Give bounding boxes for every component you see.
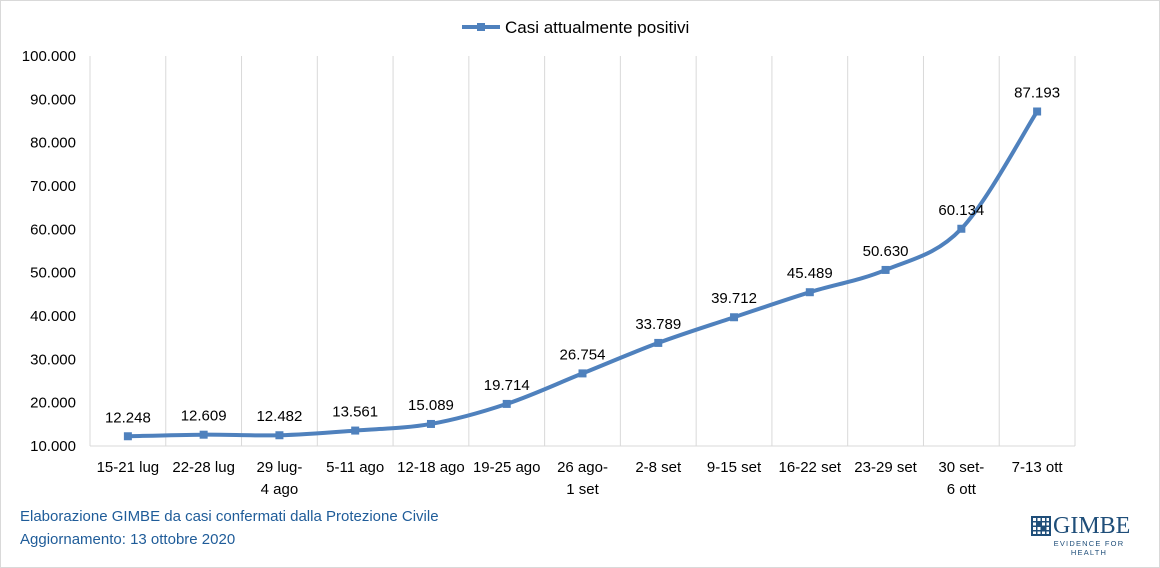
x-tick-label: 5-11 ago xyxy=(326,459,384,476)
data-point-marker xyxy=(881,265,890,274)
data-point-marker xyxy=(351,426,360,435)
y-tick-labels: 10.000 20.000 30.000 40.000 50.000 60.000 70.0… xyxy=(22,48,76,455)
data-label: 50.630 xyxy=(863,243,909,260)
data-point-marker xyxy=(502,399,511,408)
data-point-marker xyxy=(123,432,132,441)
x-tick-label: 12-18 ago xyxy=(397,459,465,476)
data-label: 87.193 xyxy=(1014,84,1060,101)
data-point-marker xyxy=(730,313,739,322)
footer-update: Aggiornamento: 13 ottobre 2020 xyxy=(20,531,236,548)
gimbe-logo: GIMBE EVIDENCE FOR HEALTH xyxy=(1031,513,1143,557)
x-tick-label: 22-28 lug xyxy=(172,459,235,476)
series-group xyxy=(123,107,1042,441)
data-labels: 12.248 12.609 12.482 13.561 15.089 19.714 26.7… xyxy=(105,84,1060,426)
footer-source: Elaborazione GIMBE da casi confermati da… xyxy=(20,508,439,525)
y-tick-label: 80.000 xyxy=(30,135,76,152)
y-tick-label: 30.000 xyxy=(30,351,76,368)
x-tick-label: 6 ott xyxy=(947,481,977,498)
data-label: 12.609 xyxy=(181,408,227,425)
data-label: 60.134 xyxy=(938,202,984,219)
data-point-marker xyxy=(275,431,284,440)
x-tick-label: 19-25 ago xyxy=(473,459,541,476)
y-tick-label: 90.000 xyxy=(30,91,76,108)
logo-tagline: EVIDENCE FOR HEALTH xyxy=(1053,539,1125,557)
gimbe-logo-icon xyxy=(1031,516,1051,536)
data-label: 26.754 xyxy=(560,346,606,363)
y-tick-label: 20.000 xyxy=(30,395,76,412)
x-tick-label: 15-21 lug xyxy=(97,459,160,476)
x-tick-labels: 15-21 lug 22-28 lug 29 lug- 4 ago 5-11 ago 12… xyxy=(97,459,1064,498)
x-tick-label: 4 ago xyxy=(261,481,299,498)
x-tick-label: 2-8 set xyxy=(635,459,682,476)
y-tick-label: 40.000 xyxy=(30,308,76,325)
data-point-marker xyxy=(1033,107,1042,116)
legend-label: Casi attualmente positivi xyxy=(505,18,689,37)
data-point-marker xyxy=(654,338,663,347)
data-point-marker xyxy=(805,288,814,297)
data-point-marker xyxy=(426,419,435,428)
data-label: 15.089 xyxy=(408,397,454,414)
data-label: 45.489 xyxy=(787,265,833,282)
x-tick-label: 16-22 set xyxy=(779,459,842,476)
logo-name: GIMBE xyxy=(1053,513,1131,539)
data-label: 12.482 xyxy=(256,408,302,425)
data-label: 12.248 xyxy=(105,409,151,426)
data-point-marker xyxy=(957,224,966,233)
x-tick-label: 9-15 set xyxy=(707,459,762,476)
legend: Casi attualmente positivi xyxy=(462,18,689,37)
y-tick-label: 100.000 xyxy=(22,48,76,65)
legend-marker xyxy=(477,23,485,31)
data-point-marker xyxy=(199,430,208,439)
x-tick-label: 30 set- xyxy=(938,459,984,476)
data-label: 13.561 xyxy=(332,404,378,421)
series-line xyxy=(127,110,1039,439)
x-tick-label: 23-29 set xyxy=(854,459,917,476)
data-label: 19.714 xyxy=(484,377,530,394)
data-point-marker xyxy=(578,369,587,378)
grid-lines xyxy=(89,56,1076,446)
x-tick-label: 29 lug- xyxy=(256,459,302,476)
y-tick-label: 50.000 xyxy=(30,265,76,282)
y-tick-label: 70.000 xyxy=(30,178,76,195)
x-tick-label: 1 set xyxy=(566,481,599,498)
data-label: 33.789 xyxy=(635,316,681,333)
data-label: 39.712 xyxy=(711,290,757,307)
x-tick-label: 26 ago- xyxy=(557,459,608,476)
x-tick-label: 7-13 ott xyxy=(1012,459,1064,476)
y-tick-label: 10.000 xyxy=(30,438,76,455)
y-tick-label: 60.000 xyxy=(30,221,76,238)
